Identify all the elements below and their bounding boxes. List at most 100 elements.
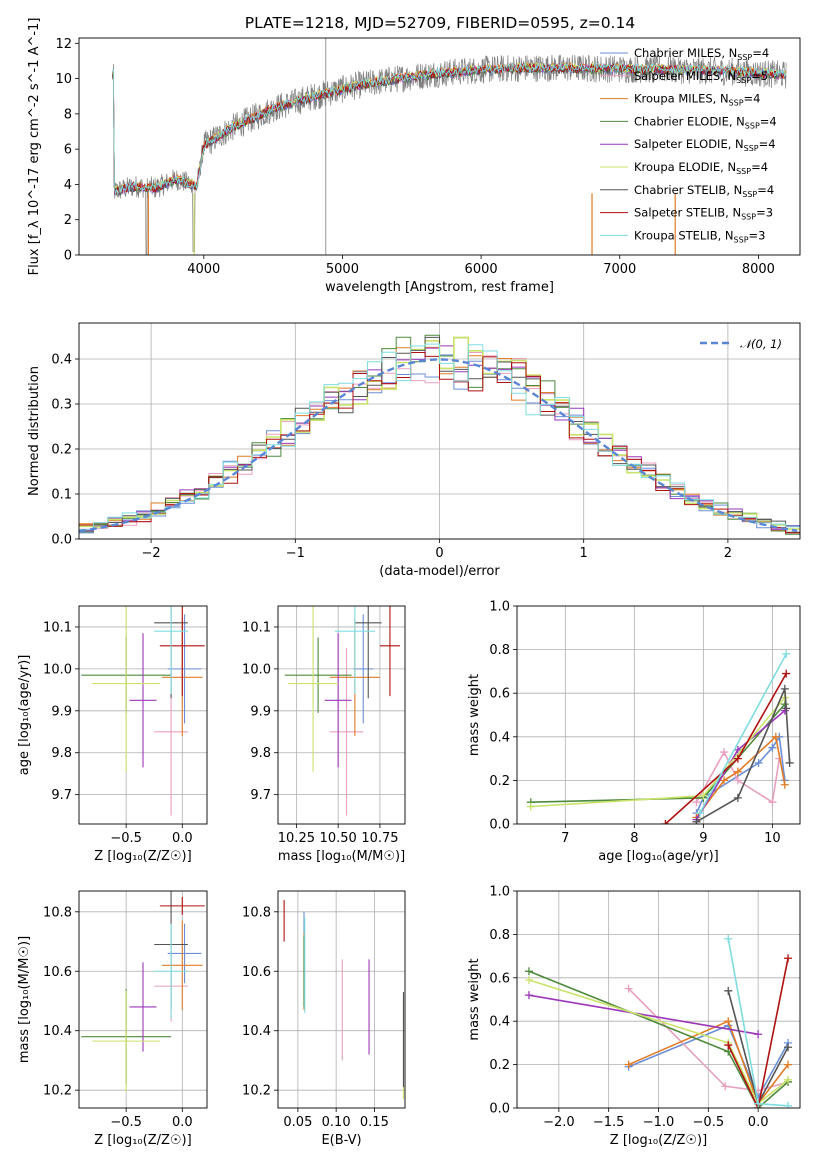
y-tick-label: 2 xyxy=(64,213,72,228)
errorbar-kroupa-elodie xyxy=(92,606,160,772)
y-axis-label: mass [log₁₀(M/M☉)] xyxy=(17,936,32,1063)
errorbar-chabrier-miles xyxy=(353,614,374,724)
x-tick-label: 7000 xyxy=(603,262,636,277)
legend-label-salpeter-miles: Salpeter MILES, NSSP=5 xyxy=(634,69,768,85)
y-tick-label: 10.6 xyxy=(43,965,72,980)
data-point xyxy=(724,1041,733,1050)
y-tick-label: 1.0 xyxy=(489,600,510,615)
x-tick-label: −0.5 xyxy=(110,1115,142,1130)
data-point xyxy=(724,986,733,995)
x-tick-label: 2 xyxy=(724,546,732,561)
y-tick-label: 0.1 xyxy=(51,488,72,503)
errorbar-kroupa-elodie xyxy=(288,606,339,772)
x-tick-label: 0 xyxy=(435,546,443,561)
x-tick-label: 9 xyxy=(699,831,707,846)
data-point xyxy=(692,798,701,807)
series-kroupa-miles xyxy=(692,732,789,822)
x-tick-label: 0.0 xyxy=(172,831,193,846)
y-tick-label: 4 xyxy=(64,178,72,193)
series-line xyxy=(528,994,759,1035)
figure-title: PLATE=1218, MJD=52709, FIBERID=0595, z=0… xyxy=(245,14,635,32)
errorbar-salpeter-elodie xyxy=(324,633,352,768)
errorbar-kroupa-elodie xyxy=(92,990,160,1092)
x-axis-label: E(B-V) xyxy=(321,1133,361,1148)
grid-lines xyxy=(517,891,800,1108)
model-spectrum-kroupa-stelib xyxy=(112,62,786,195)
y-tick-label: 10.8 xyxy=(242,905,271,920)
data-point xyxy=(784,1101,793,1108)
errorbar-salpeter-stelib xyxy=(379,606,400,697)
x-axis-label: age [log₁₀(age/yr)] xyxy=(598,849,719,864)
data-point xyxy=(695,809,704,818)
errorbar-chabrier-stelib xyxy=(354,606,382,699)
data-point xyxy=(724,934,733,943)
series-line xyxy=(695,709,786,821)
x-tick-label: 0.05 xyxy=(283,1115,312,1130)
data-point xyxy=(768,743,777,752)
y-tick-label: 0.8 xyxy=(489,928,510,943)
series-salpeter-elodie xyxy=(692,706,789,824)
legend-label-kroupa-elodie: Kroupa ELODIE, NSSP=4 xyxy=(634,160,768,176)
axes-frame xyxy=(516,605,801,825)
data-point xyxy=(784,1075,793,1084)
x-tick-label: 5000 xyxy=(326,262,359,277)
data-point xyxy=(768,798,777,807)
y-tick-label: 0 xyxy=(64,249,72,264)
data-point xyxy=(721,1082,730,1091)
y-tick-label: 0.6 xyxy=(489,971,510,986)
y-axis-label: Flux [f_λ 10^-17 erg cm^-2 s^-1 A^-1] xyxy=(27,18,42,276)
y-tick-label: 0.2 xyxy=(489,774,510,789)
x-tick-label: −0.5 xyxy=(110,831,142,846)
panel-age-vs-Z: −0.5 0.0 9.7 9.8 9.9 10.0 10.1 Z [log₁₀(Z/Z☉)] a… xyxy=(17,605,208,864)
series-line xyxy=(695,734,786,814)
axes-frame xyxy=(78,605,208,825)
data-point xyxy=(733,793,742,802)
data-point xyxy=(784,954,793,963)
y-tick-label: 0.4 xyxy=(489,1015,510,1030)
errorbar-kroupa-stelib xyxy=(154,606,188,695)
data-point xyxy=(624,1060,633,1069)
y-tick-label: 1.0 xyxy=(489,885,510,900)
y-tick-label: 9.9 xyxy=(250,704,271,719)
x-tick-label: 4000 xyxy=(187,262,220,277)
series-chabrier-stelib xyxy=(692,684,794,824)
y-tick-label: 0.6 xyxy=(489,687,510,702)
y-tick-label: 10.2 xyxy=(43,1084,72,1099)
series-line xyxy=(727,958,789,1108)
plot-area xyxy=(517,891,800,1108)
x-tick-label: 8000 xyxy=(742,262,775,277)
data-point xyxy=(782,704,791,713)
y-tick-label: 10.4 xyxy=(242,1024,271,1039)
plot-area xyxy=(79,891,207,1108)
series-kroupa-elodie xyxy=(524,975,793,1108)
y-tick-label: 0.0 xyxy=(51,533,72,548)
axes-frame xyxy=(78,322,801,540)
data-point xyxy=(524,975,533,984)
axes-frame xyxy=(78,890,208,1109)
series-salpeter-elodie xyxy=(524,991,763,1039)
errorbar-salpeter-elodie xyxy=(129,962,157,1052)
x-axis-label: wavelength [Angstrom, rest frame] xyxy=(325,280,554,295)
panel-mass-vs-ebv: 0.05 0.10 0.15 10.2 10.4 10.6 10.8 E(B-V) xyxy=(242,890,406,1148)
y-tick-label: 0.4 xyxy=(51,353,72,368)
y-tick-label: 10.6 xyxy=(242,965,271,980)
errorbar-kroupa-stelib xyxy=(334,606,375,695)
plot-area xyxy=(517,606,800,824)
legend-label-kroupa-miles: Kroupa MILES, NSSP=4 xyxy=(634,92,760,108)
legend-label-normal: 𝒩(0, 1) xyxy=(740,337,782,351)
panel-mass-vs-Z: −0.5 0.0 10.2 10.4 10.6 10.8 Z [log₁₀(Z/Z☉)] ma… xyxy=(17,890,208,1148)
series-salpeter-stelib xyxy=(661,669,791,824)
grid-lines xyxy=(517,606,800,824)
grid-lines xyxy=(278,606,405,824)
axes-frame xyxy=(277,890,406,1109)
errorbar-salpeter-stelib xyxy=(159,606,205,697)
data-point xyxy=(754,1030,763,1039)
panel-residuals: −2 −1 0 1 2 0.0 0.1 0.2 0.3 0.4 (data-model)/error… xyxy=(27,322,801,579)
x-tick-label: 0.0 xyxy=(172,1115,193,1130)
errorbar-salpeter-stelib xyxy=(159,896,205,915)
plot-area xyxy=(278,891,405,1108)
x-tick-label: 0.10 xyxy=(322,1115,351,1130)
data-point xyxy=(733,754,742,763)
errorbar-kroupa-stelib xyxy=(154,923,188,1019)
series-line xyxy=(628,1020,789,1106)
